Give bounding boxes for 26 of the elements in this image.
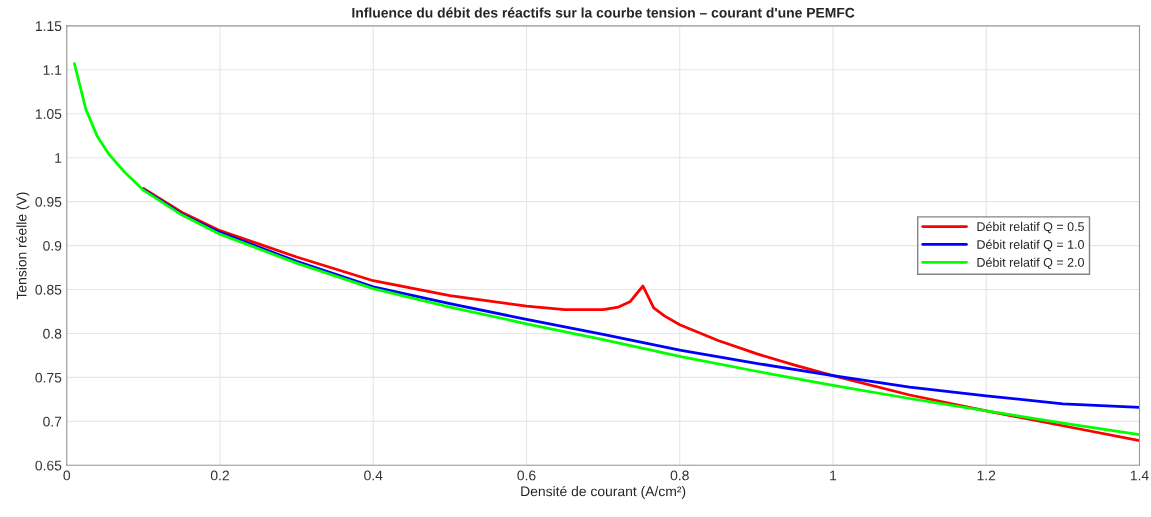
x-tick-label: 1.2 <box>977 470 996 481</box>
y-tick-label: 0.65 <box>35 460 62 471</box>
line-series <box>73 62 1140 436</box>
y-tick-label: 0.85 <box>35 284 62 295</box>
y-tick-label: 0.8 <box>43 328 62 339</box>
x-tick-label: 0.4 <box>364 470 383 481</box>
legend-label: Débit relatif Q = 1.0 <box>977 239 1085 252</box>
x-tick-label: 0.2 <box>210 470 229 481</box>
y-tick-label: 0.9 <box>43 240 62 251</box>
x-axis-title: Densité de courant (A/cm²) <box>521 485 686 499</box>
y-tick-label: 1.05 <box>35 109 62 119</box>
legend-label: Débit relatif Q = 2.0 <box>977 257 1085 270</box>
y-axis-title: Tension réelle (V) <box>16 192 30 300</box>
chart-title: Influence du débit des réactifs sur la courbe tension – courant d'une PEMFC <box>352 7 855 18</box>
x-tick-label: 1 <box>830 470 837 481</box>
y-tick-label: 1.1 <box>43 65 62 75</box>
y-tick-label: 0.75 <box>35 372 62 383</box>
y-tick-label: 0.7 <box>43 416 62 427</box>
x-tick-label: 0 <box>63 470 71 481</box>
x-tick-label: 1.4 <box>1130 470 1149 481</box>
legend-label: Débit relatif Q = 0.5 <box>977 221 1084 234</box>
y-tick-label: 0.95 <box>35 196 62 207</box>
x-tick-label: 0.8 <box>670 470 689 481</box>
x-tick-label: 0.6 <box>517 470 536 481</box>
y-tick-label: 1.15 <box>35 21 62 32</box>
y-tick-label: 1 <box>55 153 62 163</box>
